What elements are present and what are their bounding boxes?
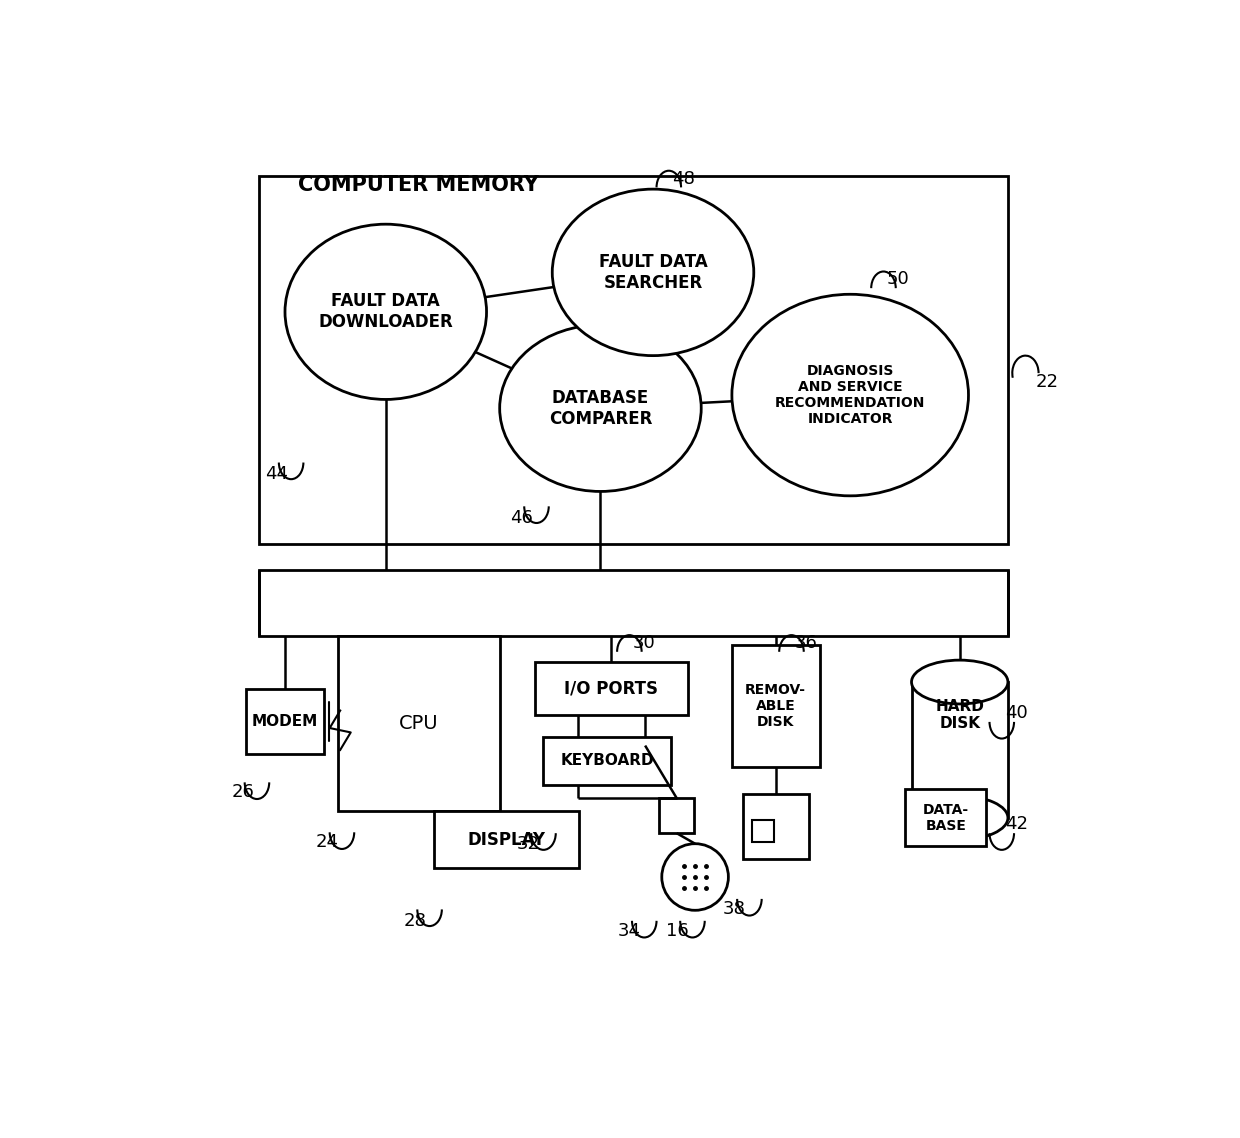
Bar	[905, 790, 986, 847]
Text: 40: 40	[1006, 704, 1028, 723]
Text: 48: 48	[672, 170, 696, 188]
Ellipse shape	[911, 795, 1008, 840]
Text: 30: 30	[632, 634, 656, 652]
Text: 36: 36	[795, 634, 818, 652]
Bar	[543, 736, 671, 785]
Text: 44: 44	[264, 465, 288, 483]
Text: HARD
DISK: HARD DISK	[935, 699, 985, 731]
Text: DATA-
BASE: DATA- BASE	[923, 802, 968, 833]
Text: 16: 16	[666, 922, 689, 940]
Text: I/O PORTS: I/O PORTS	[564, 679, 658, 698]
Bar	[534, 662, 688, 715]
Text: CPU: CPU	[399, 715, 439, 733]
Ellipse shape	[732, 295, 968, 496]
Text: FAULT DATA
DOWNLOADER: FAULT DATA DOWNLOADER	[319, 292, 453, 331]
Text: 34: 34	[618, 922, 641, 940]
Bar	[337, 636, 500, 811]
Text: DISPLAY: DISPLAY	[467, 831, 546, 849]
Text: FAULT DATA
SEARCHER: FAULT DATA SEARCHER	[599, 253, 707, 291]
Bar	[911, 682, 1008, 818]
Bar	[246, 688, 325, 754]
Bar	[660, 798, 694, 833]
Ellipse shape	[500, 325, 701, 492]
Ellipse shape	[285, 224, 486, 399]
Text: REMOV-
ABLE
DISK: REMOV- ABLE DISK	[745, 683, 806, 729]
Bar	[259, 176, 1008, 544]
Bar	[259, 570, 1008, 636]
Bar	[743, 794, 808, 859]
Text: 26: 26	[232, 783, 254, 801]
Text: 50: 50	[887, 270, 910, 288]
Text: 38: 38	[723, 900, 746, 918]
Text: 24: 24	[315, 833, 339, 851]
Text: 42: 42	[1006, 816, 1028, 833]
Ellipse shape	[911, 660, 1008, 704]
Text: COMPUTER MEMORY: COMPUTER MEMORY	[298, 175, 539, 195]
Bar	[751, 820, 774, 842]
Text: DATABASE
COMPARER: DATABASE COMPARER	[549, 389, 652, 428]
Text: MODEM: MODEM	[252, 714, 319, 729]
Text: 32: 32	[517, 834, 541, 852]
Bar	[434, 811, 579, 868]
Bar	[732, 645, 820, 767]
Text: 28: 28	[403, 912, 427, 930]
Text: 22: 22	[1035, 373, 1059, 391]
Circle shape	[662, 843, 728, 910]
Text: 46: 46	[510, 509, 533, 527]
Text: DIAGNOSIS
AND SERVICE
RECOMMENDATION
INDICATOR: DIAGNOSIS AND SERVICE RECOMMENDATION IND…	[775, 364, 925, 427]
Ellipse shape	[552, 189, 754, 355]
Text: KEYBOARD: KEYBOARD	[560, 753, 653, 768]
